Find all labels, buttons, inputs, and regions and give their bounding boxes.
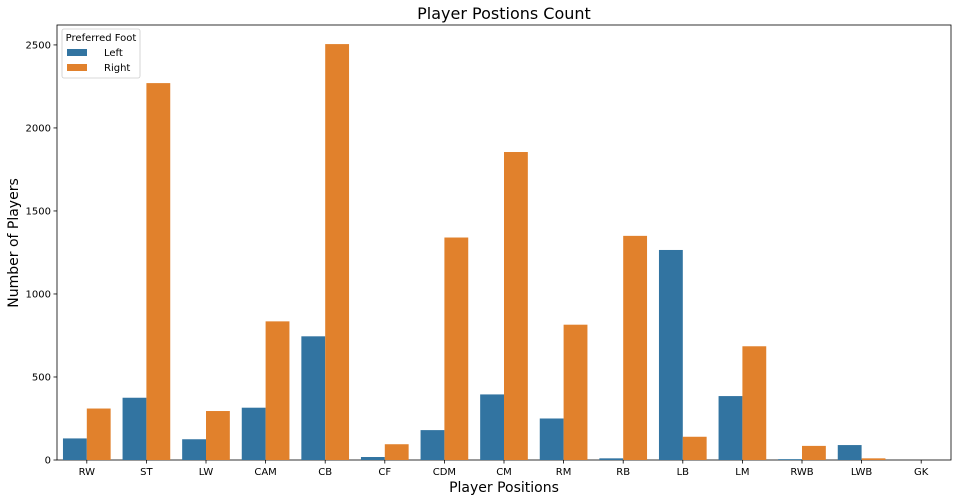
x-tick-label: RM (556, 467, 572, 478)
x-tick-label: ST (140, 467, 153, 478)
bar-cf-right (384, 444, 409, 460)
bar-cm-right (504, 152, 528, 460)
bar-cm-left (480, 394, 504, 460)
bar-rwb-right (802, 445, 826, 460)
x-tick-label: GK (914, 467, 929, 478)
bar-rw-right (86, 408, 111, 460)
bar-rb-right (623, 235, 648, 460)
bar-lw-right (206, 411, 230, 460)
x-tick-label: RW (79, 467, 96, 478)
plot-area: RW ST LW CAM CB CF CDM CM RM RB LB LM RWB LWB GK 0 500 1… (26, 24, 952, 478)
bar-st-left (122, 397, 147, 460)
bar-lw-left (182, 439, 206, 460)
x-tick-label: LM (735, 467, 749, 478)
legend: Preferred Foot Left Right (61, 28, 141, 79)
y-tick-label: 2000 (26, 123, 51, 134)
bar-rm-left (539, 418, 564, 460)
bar-cam-right (265, 321, 290, 460)
y-axis-ticks: 0 500 1000 1500 2000 2500 (26, 40, 57, 467)
y-tick-label: 500 (32, 372, 51, 383)
x-tick-label: CF (378, 467, 391, 478)
bar-lwb-left (837, 445, 862, 460)
bar-rm-right (563, 324, 588, 460)
legend-label-left: Left (104, 48, 123, 59)
x-tick-label: LWB (851, 467, 873, 478)
y-axis-title: Number of Players (6, 178, 22, 308)
x-axis-title: Player Positions (449, 480, 559, 496)
x-tick-label: CB (318, 467, 332, 478)
y-tick-label: 1500 (26, 206, 51, 217)
bar-rb-left (599, 458, 624, 460)
x-tick-label: CM (496, 467, 512, 478)
legend-title: Preferred Foot (66, 33, 137, 44)
chart-title: Player Postions Count (417, 4, 591, 23)
bar-cdm-right (444, 237, 469, 460)
x-axis-ticks: RW ST LW CAM CB CF CDM CM RM RB LB LM RWB LWB GK (79, 460, 929, 478)
bar-cdm-left (420, 430, 445, 460)
bar-cam-left (241, 407, 266, 460)
bar-cb-left (301, 336, 326, 460)
bar-lwb-right (861, 458, 886, 460)
bar-st-right (146, 83, 171, 461)
x-tick-label: CAM (254, 467, 276, 478)
bars (62, 44, 886, 461)
bar-lb-right (682, 436, 707, 460)
legend-label-right: Right (104, 63, 130, 74)
legend-swatch-right (67, 64, 87, 71)
bar-lm-left (718, 396, 743, 460)
bar-cf-left (360, 457, 385, 460)
x-tick-label: RB (616, 467, 630, 478)
bar-cb-right (325, 44, 350, 461)
x-tick-label: LB (677, 467, 690, 478)
bar-lb-left (658, 249, 683, 460)
x-tick-label: LW (199, 467, 214, 478)
legend-swatch-left (67, 49, 87, 56)
y-tick-label: 2500 (26, 40, 51, 51)
bar-rwb-left (778, 459, 802, 460)
y-tick-label: 0 (45, 456, 51, 467)
x-tick-label: RWB (790, 467, 813, 478)
bar-rw-left (62, 438, 87, 460)
x-tick-label: CDM (433, 467, 456, 478)
y-tick-label: 1000 (26, 289, 51, 300)
bar-lm-right (742, 346, 767, 460)
